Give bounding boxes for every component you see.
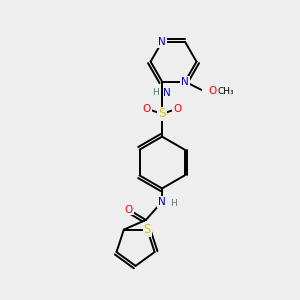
Text: N: N: [158, 197, 166, 207]
Text: H: H: [170, 199, 177, 208]
Text: S: S: [158, 107, 166, 120]
Text: CH₃: CH₃: [218, 87, 235, 96]
Text: O: O: [173, 103, 181, 114]
Text: N: N: [181, 76, 189, 87]
Text: O: O: [208, 86, 217, 96]
Text: O: O: [125, 205, 133, 214]
Text: H: H: [152, 88, 159, 97]
Text: N: N: [158, 37, 166, 47]
Text: S: S: [144, 223, 151, 236]
Text: N: N: [164, 88, 171, 98]
Text: O: O: [142, 103, 151, 114]
